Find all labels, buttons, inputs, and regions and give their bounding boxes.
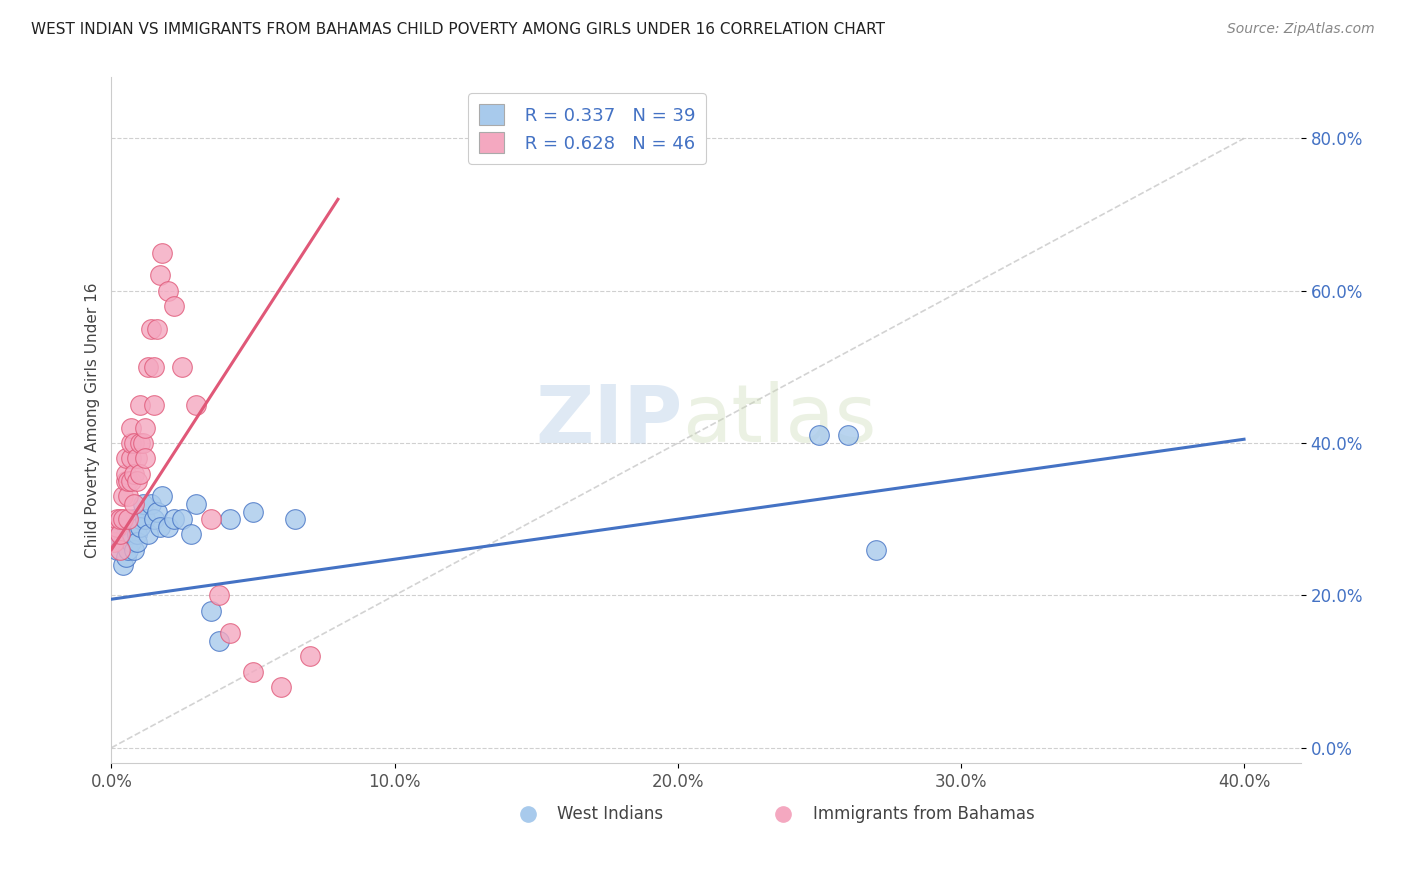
Point xyxy=(108,512,131,526)
Point xyxy=(128,512,150,526)
Point xyxy=(103,535,125,549)
Point xyxy=(111,489,134,503)
Point xyxy=(120,527,142,541)
Point xyxy=(186,497,208,511)
Point xyxy=(163,512,186,526)
Text: Immigrants from Bahamas: Immigrants from Bahamas xyxy=(813,805,1035,823)
Point xyxy=(150,245,173,260)
Legend:  R = 0.337   N = 39,  R = 0.628   N = 46: R = 0.337 N = 39, R = 0.628 N = 46 xyxy=(468,94,706,164)
Point xyxy=(111,535,134,549)
Point xyxy=(186,398,208,412)
Point xyxy=(125,474,148,488)
Point xyxy=(128,467,150,481)
Point xyxy=(139,497,162,511)
Point xyxy=(145,322,167,336)
Point xyxy=(200,512,222,526)
Point xyxy=(117,512,139,526)
Point xyxy=(117,474,139,488)
Point xyxy=(142,398,165,412)
Point xyxy=(136,527,159,541)
Point xyxy=(145,505,167,519)
Point xyxy=(125,535,148,549)
Point xyxy=(122,497,145,511)
Point xyxy=(208,634,231,648)
Point xyxy=(108,542,131,557)
Text: ZIP: ZIP xyxy=(536,381,682,459)
Point xyxy=(180,527,202,541)
Point xyxy=(148,268,170,283)
Point xyxy=(139,322,162,336)
Text: atlas: atlas xyxy=(682,381,876,459)
Point xyxy=(808,428,831,442)
Point xyxy=(108,527,131,541)
Point xyxy=(284,512,307,526)
Point xyxy=(128,436,150,450)
Point xyxy=(122,467,145,481)
Y-axis label: Child Poverty Among Girls Under 16: Child Poverty Among Girls Under 16 xyxy=(86,283,100,558)
Point xyxy=(134,512,156,526)
Point xyxy=(148,520,170,534)
Point xyxy=(219,512,242,526)
Point xyxy=(134,421,156,435)
Point xyxy=(122,542,145,557)
Text: West Indians: West Indians xyxy=(557,805,664,823)
Point xyxy=(120,474,142,488)
Point xyxy=(108,535,131,549)
Point xyxy=(865,542,887,557)
Point xyxy=(134,451,156,466)
Point xyxy=(172,359,194,374)
Point xyxy=(837,428,859,442)
Point xyxy=(142,359,165,374)
Point xyxy=(125,527,148,541)
Point xyxy=(117,489,139,503)
Point xyxy=(120,421,142,435)
Point xyxy=(114,467,136,481)
Point xyxy=(200,604,222,618)
Point xyxy=(120,436,142,450)
Point xyxy=(122,512,145,526)
Point xyxy=(114,550,136,565)
Point xyxy=(105,520,128,534)
Point xyxy=(122,436,145,450)
Point xyxy=(242,505,264,519)
Point xyxy=(117,542,139,557)
Point xyxy=(270,680,292,694)
Point xyxy=(131,497,153,511)
Point xyxy=(114,527,136,541)
Point xyxy=(157,284,180,298)
Point xyxy=(108,527,131,541)
Point xyxy=(208,588,231,602)
Point xyxy=(128,520,150,534)
Point xyxy=(136,359,159,374)
Text: Source: ZipAtlas.com: Source: ZipAtlas.com xyxy=(1227,22,1375,37)
Point xyxy=(125,451,148,466)
Point xyxy=(111,512,134,526)
Point xyxy=(163,299,186,313)
Point xyxy=(105,512,128,526)
Point xyxy=(242,665,264,679)
Point xyxy=(117,520,139,534)
Point xyxy=(157,520,180,534)
Point xyxy=(298,649,321,664)
Point xyxy=(150,489,173,503)
Point xyxy=(172,512,194,526)
Point xyxy=(219,626,242,640)
Point xyxy=(105,542,128,557)
Point xyxy=(131,436,153,450)
Point xyxy=(120,535,142,549)
Point xyxy=(114,451,136,466)
Point xyxy=(111,558,134,572)
Point xyxy=(142,512,165,526)
Point xyxy=(120,451,142,466)
Point xyxy=(128,398,150,412)
Text: WEST INDIAN VS IMMIGRANTS FROM BAHAMAS CHILD POVERTY AMONG GIRLS UNDER 16 CORREL: WEST INDIAN VS IMMIGRANTS FROM BAHAMAS C… xyxy=(31,22,884,37)
Point xyxy=(114,474,136,488)
